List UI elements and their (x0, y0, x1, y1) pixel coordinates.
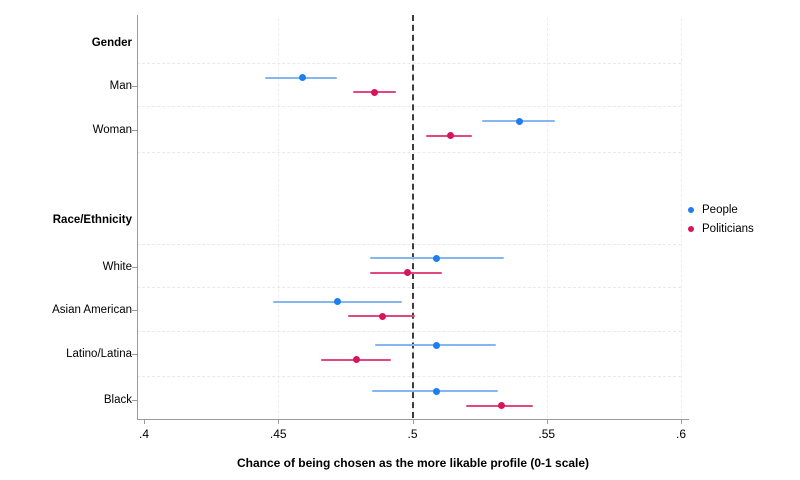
point-politicians-latino-latina (352, 356, 360, 363)
legend: People Politicians (688, 203, 754, 236)
legend-dot-politicians (688, 226, 694, 232)
horizontal-gridline (137, 330, 681, 332)
x-axis-tick (681, 419, 682, 424)
x-tick-label: .4 (138, 427, 150, 441)
x-tick-label: .6 (675, 427, 687, 441)
group-header-race-ethnicity: Race/Ethnicity (52, 214, 132, 226)
x-tick-label: .55 (538, 427, 556, 441)
y-axis-tick (132, 353, 137, 355)
legend-label-politicians: Politicians (702, 223, 754, 235)
legend-label-people: People (702, 204, 738, 216)
point-people-latino-latina (433, 341, 441, 349)
point-politicians-asian-american (379, 312, 387, 320)
y-axis-line (137, 15, 138, 419)
x-tick-label: .45 (269, 427, 287, 441)
y-axis-tick (132, 310, 137, 311)
horizontal-gridline (137, 106, 681, 107)
x-axis-title: Chance of being chosen as the more likab… (236, 456, 590, 470)
vertical-gridline (546, 18, 548, 418)
point-people-man (298, 74, 306, 81)
category-label-latino-latina: Latino/Latina (66, 347, 132, 360)
point-politicians-woman (446, 132, 454, 139)
y-axis-tick (132, 129, 137, 131)
legend-dot-people (688, 207, 694, 213)
group-header-gender: Gender (91, 37, 132, 49)
vertical-gridline (681, 18, 682, 418)
y-axis-tick (132, 266, 137, 268)
x-axis-tick (144, 419, 145, 424)
horizontal-gridline (137, 243, 681, 245)
category-label-man: Man (109, 80, 132, 92)
horizontal-gridline (137, 152, 681, 153)
point-politicians-white (403, 269, 411, 276)
x-axis-tick (412, 419, 414, 424)
reference-line (411, 15, 414, 418)
legend-item-people: People (688, 203, 754, 217)
point-people-black (433, 387, 441, 395)
horizontal-gridline (137, 286, 681, 288)
legend-item-politicians: Politicians (688, 222, 754, 236)
category-label-woman: Woman (92, 123, 132, 136)
point-people-asian-american (333, 298, 341, 305)
vertical-gridline (278, 18, 280, 418)
x-axis-tick (278, 419, 280, 424)
horizontal-gridline (137, 376, 681, 377)
horizontal-gridline (137, 63, 681, 64)
point-politicians-black (497, 402, 505, 409)
category-label-white: White (102, 260, 132, 273)
y-axis-tick (132, 86, 137, 87)
category-label-black: Black (103, 393, 132, 406)
point-politicians-man (371, 88, 379, 96)
category-label-asian-american: Asian American (52, 304, 132, 316)
x-axis-tick (546, 419, 548, 424)
point-people-white (433, 254, 441, 262)
y-axis-tick (132, 399, 137, 401)
x-tick-label: .5 (407, 427, 418, 441)
point-people-woman (516, 117, 524, 125)
